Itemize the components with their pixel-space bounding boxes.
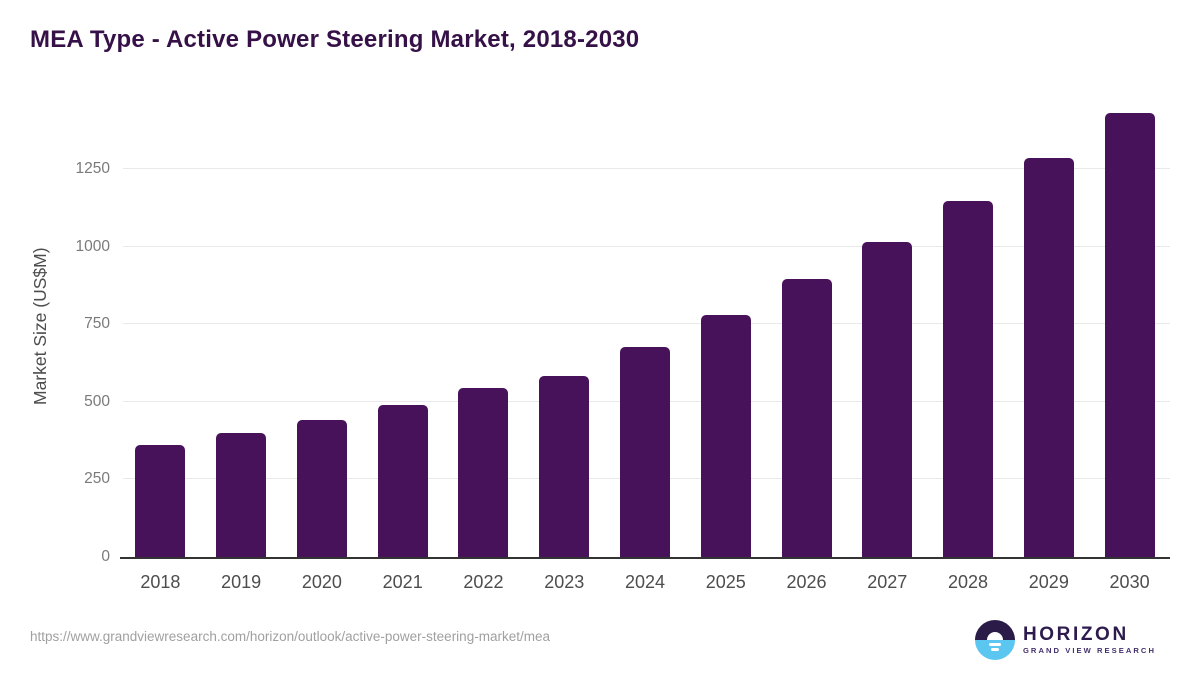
x-tick-label: 2026 [786, 572, 827, 592]
gridline [123, 323, 1170, 325]
x-tick-label: 2030 [1109, 572, 1150, 592]
y-tick-label: 1250 [75, 159, 110, 177]
bar-group-2020: 2020 [282, 95, 363, 592]
bar-2022[interactable] [458, 387, 509, 557]
bar-group-2024: 2024 [605, 95, 686, 592]
x-tick-label: 2028 [948, 572, 989, 592]
logo-text: HORIZON GRAND VIEW RESEARCH [1022, 623, 1156, 656]
bar-group-2027: 2027 [847, 95, 928, 592]
bar-group-2030: 2030 [1089, 95, 1170, 592]
sun-reflection-icon [990, 648, 999, 651]
bar-2024[interactable] [619, 346, 670, 557]
bar-2020[interactable] [296, 419, 347, 557]
bars-container: 2018 2019 2020 2021 2022 2023 2024 2025 2026 2027… [120, 95, 1170, 592]
bar-group-2025: 2025 [685, 95, 766, 592]
sun-reflection-icon [988, 643, 1001, 646]
bar-2018[interactable] [135, 444, 186, 557]
bar-group-2029: 2029 [1008, 95, 1089, 592]
bar-group-2028: 2028 [928, 95, 1009, 592]
y-tick-label: 500 [84, 392, 110, 410]
y-axis-ticks: 0 250 500 750 1000 1250 [40, 95, 110, 565]
x-tick-label: 2027 [867, 572, 908, 592]
bar-group-2022: 2022 [443, 95, 524, 592]
chart-title: MEA Type - Active Power Steering Market,… [30, 26, 640, 53]
gridline [123, 245, 1170, 247]
bar-group-2023: 2023 [524, 95, 605, 592]
gridline [123, 167, 1170, 169]
bar-2023[interactable] [539, 376, 590, 557]
sun-icon [986, 632, 1003, 640]
bar-2028[interactable] [943, 200, 994, 557]
bar-2019[interactable] [216, 432, 267, 557]
x-tick-label: 2025 [705, 572, 746, 592]
source-url: https://www.grandviewresearch.com/horizo… [30, 629, 550, 644]
bar-group-2026: 2026 [766, 95, 847, 592]
bar-group-2019: 2019 [201, 95, 282, 592]
y-tick-label: 1000 [75, 237, 110, 255]
bar-2030[interactable] [1104, 113, 1155, 557]
bar-2021[interactable] [377, 404, 428, 557]
bar-2026[interactable] [781, 278, 832, 557]
x-tick-label: 2029 [1028, 572, 1069, 592]
x-tick-label: 2018 [140, 572, 181, 592]
x-tick-label: 2020 [301, 572, 342, 592]
x-tick-label: 2023 [544, 572, 585, 592]
horizon-logo-icon [974, 620, 1015, 660]
x-tick-label: 2021 [382, 572, 423, 592]
bar-2027[interactable] [862, 241, 913, 557]
bar-2029[interactable] [1023, 158, 1074, 557]
logo-subbrand-text: GRAND VIEW RESEARCH [1022, 646, 1156, 656]
y-tick-label: 750 [84, 315, 110, 333]
x-tick-label: 2024 [624, 572, 665, 592]
y-tick-label: 0 [101, 548, 110, 565]
horizon-logo: HORIZON GRAND VIEW RESEARCH [974, 620, 1156, 660]
bar-group-2018: 2018 [120, 95, 201, 592]
x-tick-label: 2022 [463, 572, 504, 592]
bar-group-2021: 2021 [362, 95, 443, 592]
y-tick-label: 250 [84, 470, 110, 488]
plot-area: 2018 2019 2020 2021 2022 2023 2024 2025 2026 2027… [120, 95, 1170, 592]
x-tick-label: 2019 [221, 572, 262, 592]
bar-2025[interactable] [700, 314, 751, 557]
logo-brand-text: HORIZON [1022, 623, 1129, 645]
